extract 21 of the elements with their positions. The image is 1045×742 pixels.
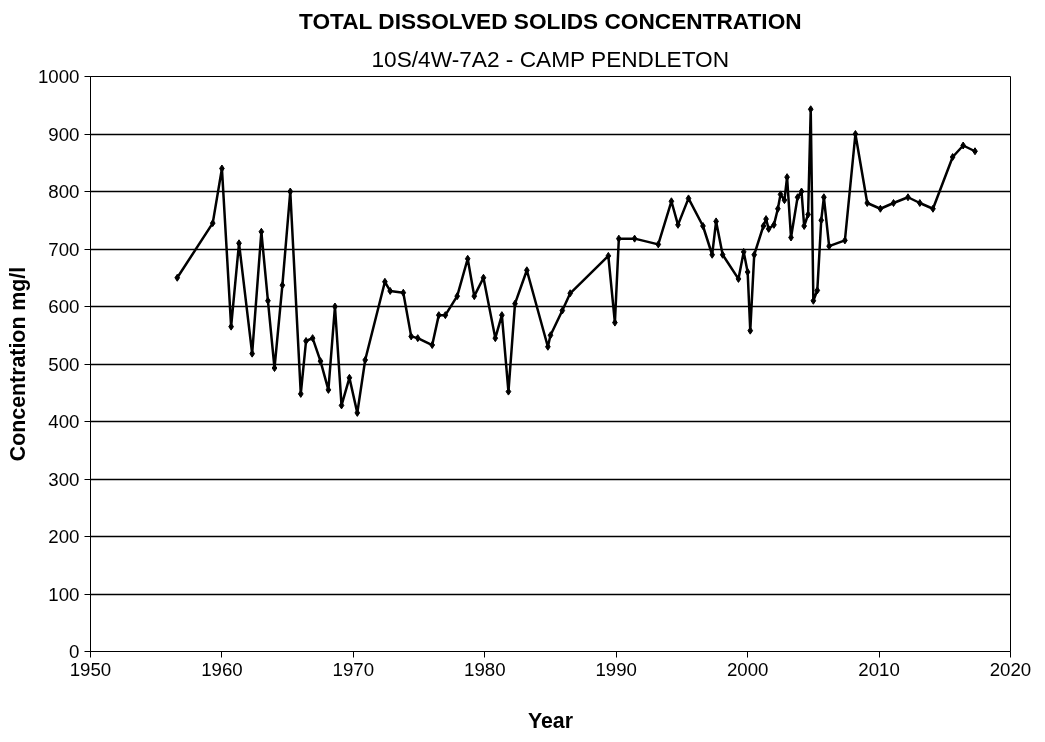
x-tick-label: 2020 [989, 658, 1032, 680]
x-axis-title: Year [527, 708, 574, 733]
y-tick-label: 900 [48, 123, 80, 145]
y-tick-label: 800 [48, 181, 80, 202]
x-tick-label: 2000 [726, 658, 769, 680]
chart-subtitle: 10S/4W-7A2 - CAMP PENDLETON [371, 45, 730, 72]
x-tick-label: 2010 [858, 658, 900, 680]
y-tick-label: 1000 [38, 66, 80, 87]
y-axis-title: Concentration mg/l [6, 266, 30, 462]
y-tick-label: 400 [48, 411, 80, 432]
x-tick-label: 1990 [595, 658, 637, 680]
y-tick-label: 200 [48, 526, 80, 547]
y-tick-label: 100 [48, 583, 80, 605]
chart-title: TOTAL DISSOLVED SOLIDS CONCENTRATION [298, 7, 802, 34]
x-tick-label: 1960 [201, 658, 243, 680]
x-tick-label: 1980 [464, 658, 506, 680]
y-tick-label: 300 [48, 468, 80, 490]
y-tick-label: 500 [48, 353, 80, 375]
x-tick-label: 1970 [332, 658, 375, 680]
y-tick-label: 700 [48, 238, 80, 260]
y-tick-label: 600 [48, 296, 80, 317]
